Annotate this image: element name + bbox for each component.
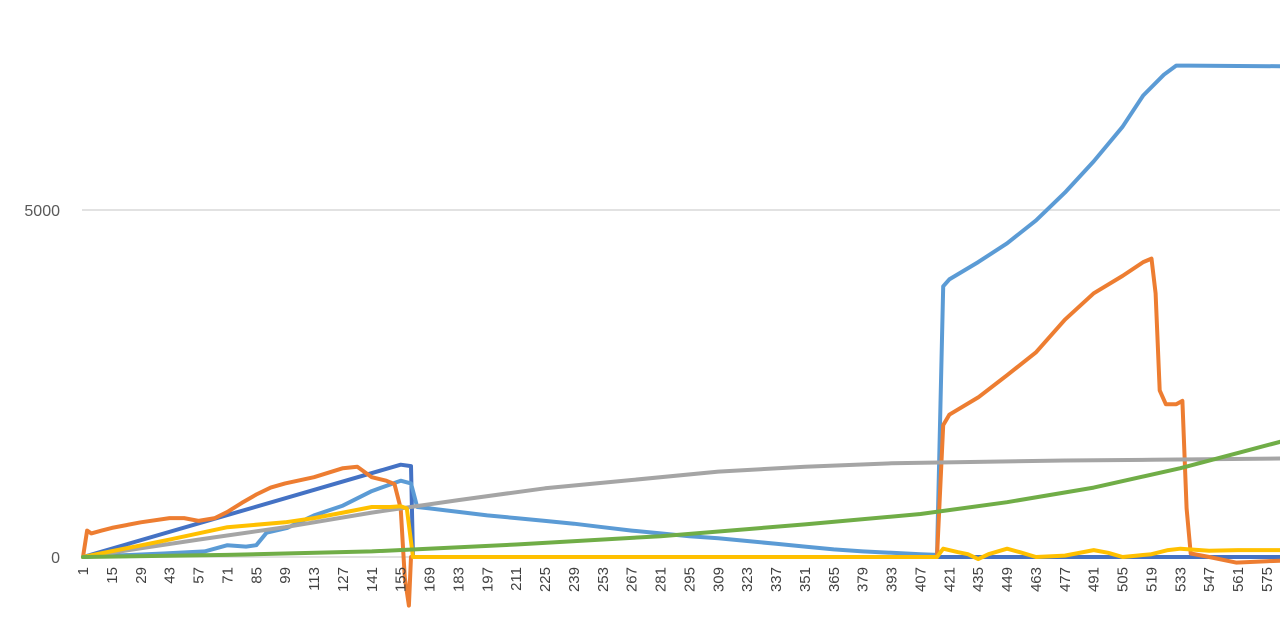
x-tick-label: 323: [739, 567, 756, 592]
x-tick-label: 477: [1057, 567, 1074, 592]
x-tick-label: 393: [884, 567, 901, 592]
x-tick-label: 85: [248, 567, 265, 584]
x-tick-label: 155: [393, 567, 410, 592]
x-tick-label: 309: [710, 567, 727, 592]
series-layer: [81, 63, 1280, 608]
x-tick-label: 561: [1230, 567, 1247, 592]
x-tick-label: 463: [1028, 567, 1045, 592]
x-tick-label: 197: [479, 567, 496, 592]
x-axis: 1 15 29 43 57 71 85 99 113 127 141 155 169 183 197 211 2…: [75, 567, 1276, 592]
x-tick-label: 183: [450, 567, 467, 592]
series-line-4: [81, 456, 1280, 559]
x-tick-label: 575: [1259, 567, 1276, 592]
x-tick-label: 519: [1143, 567, 1160, 592]
x-tick-label: 99: [277, 567, 294, 584]
y-axis: 0 5000: [24, 203, 60, 567]
x-tick-label: 29: [133, 567, 150, 584]
x-tick-label: 43: [162, 567, 179, 584]
x-tick-label: 491: [1086, 567, 1103, 592]
x-tick-label: 547: [1201, 567, 1218, 592]
x-tick-label: 379: [855, 567, 872, 592]
x-tick-label: 253: [595, 567, 612, 592]
x-tick-label: 1: [75, 567, 92, 575]
x-tick-label: 351: [797, 567, 814, 592]
x-tick-label: 113: [306, 567, 323, 591]
series-line-2: [81, 63, 1280, 559]
y-tick-label: 0: [51, 550, 60, 567]
series-line-6: [81, 439, 1280, 559]
series-line-5: [81, 504, 1280, 562]
series-line-1: [81, 462, 1280, 559]
x-tick-label: 15: [104, 567, 121, 584]
x-tick-label: 57: [191, 567, 208, 584]
x-tick-label: 533: [1172, 567, 1189, 592]
x-tick-label: 267: [624, 567, 641, 592]
x-tick-label: 449: [999, 567, 1016, 592]
x-tick-label: 281: [653, 567, 670, 592]
x-tick-label: 239: [566, 567, 583, 592]
series-line-3: [81, 256, 1280, 608]
x-tick-label: 225: [537, 567, 554, 592]
x-tick-label: 505: [1115, 567, 1132, 592]
x-tick-label: 407: [912, 567, 929, 592]
x-tick-label: 71: [219, 567, 236, 584]
x-tick-label: 141: [364, 567, 381, 592]
y-tick-label: 5000: [24, 203, 60, 220]
x-tick-label: 211: [508, 567, 525, 591]
x-tick-label: 365: [826, 567, 843, 592]
x-tick-label: 435: [970, 567, 987, 592]
x-tick-label: 127: [335, 567, 352, 592]
x-tick-label: 295: [681, 567, 698, 592]
x-tick-label: 337: [768, 567, 785, 592]
x-tick-label: 421: [941, 567, 958, 592]
x-tick-label: 169: [422, 567, 439, 592]
